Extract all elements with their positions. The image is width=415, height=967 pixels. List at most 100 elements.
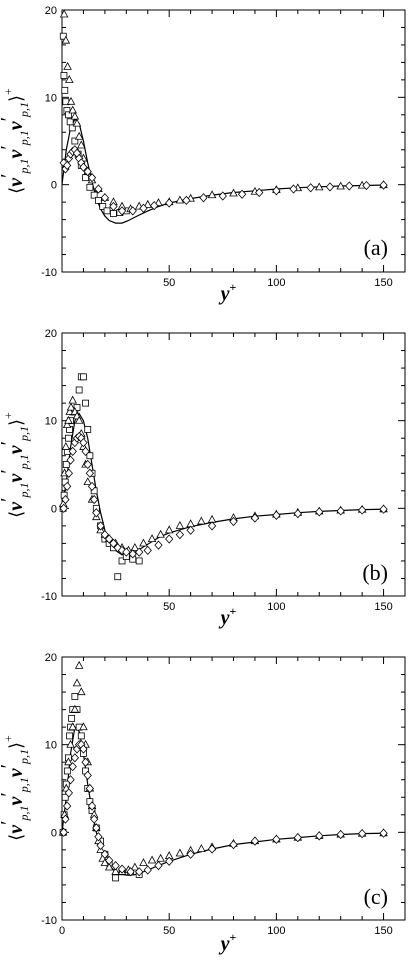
square-marker	[77, 732, 85, 740]
y-tick-label: 0	[51, 180, 57, 192]
triangle-marker	[130, 542, 140, 551]
diamond-marker	[325, 182, 335, 192]
diamond-marker	[143, 545, 152, 556]
square-marker	[71, 693, 79, 700]
triangle-marker	[68, 105, 77, 114]
square-marker	[62, 461, 70, 468]
diamond-marker	[63, 160, 72, 171]
square-marker	[99, 203, 107, 210]
diamond-marker	[92, 823, 101, 833]
diamond-marker	[135, 867, 144, 877]
diamond-marker	[362, 180, 371, 191]
diamond-marker	[63, 801, 72, 811]
diamond-marker	[96, 840, 105, 851]
triangle-marker	[79, 722, 88, 731]
square-marker	[84, 426, 92, 433]
diamond-marker	[87, 173, 97, 183]
diamond-marker	[250, 513, 260, 523]
triangle-marker	[164, 525, 174, 534]
diamond-marker	[357, 829, 367, 839]
diamond-marker	[81, 446, 90, 456]
plot-frame	[61, 332, 406, 597]
x-tick-label: 100	[267, 925, 285, 937]
model-curve	[62, 725, 384, 876]
y-axis-title: ⟨v′p,1v′p,1v′p,1⟩+	[0, 88, 31, 194]
triangle-marker	[65, 407, 74, 415]
triangle-marker	[74, 131, 84, 140]
diamond-marker	[94, 832, 103, 842]
square-marker	[71, 137, 79, 145]
x-tick-label: 50	[163, 925, 175, 937]
diamond-marker	[96, 521, 105, 531]
square-marker	[66, 118, 74, 126]
square-marker	[63, 767, 71, 775]
model-curve	[62, 118, 384, 224]
diamond-marker	[289, 184, 298, 194]
diamond-marker	[64, 788, 73, 798]
diamond-marker	[94, 184, 103, 194]
triangle-marker	[62, 420, 72, 429]
diamond-marker	[100, 849, 110, 859]
diamond-marker	[68, 761, 77, 772]
y-tick-label: 20	[45, 5, 57, 17]
diamond-marker	[379, 828, 388, 838]
diamond-marker	[79, 162, 88, 172]
diamond-marker	[272, 510, 281, 520]
panel-label: (b)	[362, 560, 388, 585]
square-marker	[59, 32, 67, 40]
triangle-marker	[66, 739, 75, 748]
triangle-marker	[77, 140, 86, 149]
diamond-marker	[111, 861, 120, 871]
triangle-marker	[147, 534, 157, 543]
diamond-marker	[105, 534, 114, 544]
y-axis-title: ⟨v′p,1v′p,1v′p,1⟩+	[0, 412, 31, 518]
diamond-marker	[90, 814, 99, 824]
x-tick-label: 100	[267, 601, 285, 613]
diamond-marker	[315, 831, 324, 841]
diamond-marker	[117, 206, 127, 216]
diamond-marker	[379, 504, 388, 514]
diamond-marker	[79, 744, 88, 754]
diamond-marker	[122, 547, 131, 557]
diamond-marker	[315, 507, 324, 517]
diamond-marker	[255, 187, 264, 198]
diamond-marker	[87, 481, 97, 492]
diamond-marker	[150, 201, 159, 211]
diamond-marker	[128, 549, 137, 559]
triangle-marker	[72, 678, 82, 687]
triangle-marker	[156, 529, 165, 538]
y-tick-label: 0	[51, 503, 57, 515]
diamond-marker	[128, 206, 137, 216]
panel-label: (c)	[364, 884, 388, 909]
diamond-marker	[154, 861, 163, 871]
x-axis-title: y+	[219, 280, 237, 305]
diamond-marker	[85, 783, 95, 794]
triangle-marker	[68, 722, 77, 731]
triangle-marker	[63, 61, 72, 70]
triangle-marker	[64, 415, 73, 424]
square-marker	[65, 434, 72, 442]
square-marker	[65, 111, 72, 119]
diamond-marker	[64, 468, 73, 478]
square-marker	[114, 573, 122, 581]
y-tick-label: 20	[45, 652, 57, 664]
diamond-marker	[109, 538, 118, 548]
x-tick-label: 50	[163, 601, 175, 613]
square-marker	[73, 404, 81, 411]
triangle-marker	[229, 188, 238, 197]
diamond-marker	[68, 446, 77, 456]
diamond-marker	[336, 829, 345, 840]
square-marker	[110, 210, 117, 217]
diamond-marker	[345, 181, 354, 191]
diamond-marker	[90, 494, 99, 505]
square-marker	[90, 191, 98, 199]
square-marker	[82, 399, 89, 407]
diamond-marker	[357, 505, 367, 515]
diamond-marker	[85, 468, 95, 478]
diamond-marker	[92, 508, 101, 518]
diamond-marker	[109, 201, 118, 212]
diamond-marker	[218, 191, 227, 201]
triangle-marker	[175, 195, 185, 204]
diamond-marker	[175, 530, 185, 540]
triangle-marker	[336, 181, 345, 190]
